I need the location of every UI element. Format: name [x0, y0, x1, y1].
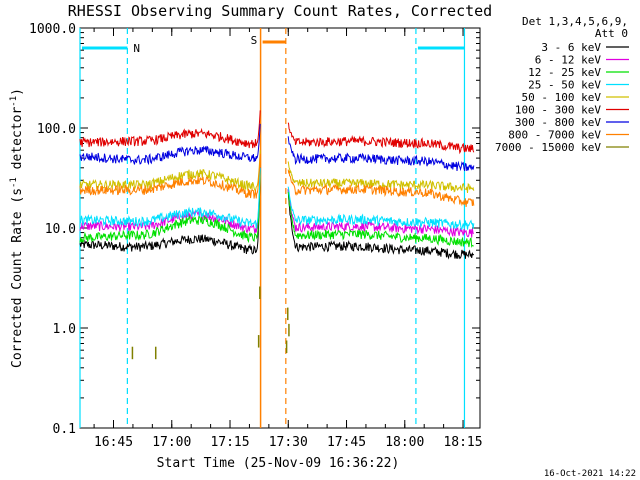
series-line-pre: [79, 167, 261, 229]
series-line-pre: [79, 167, 261, 255]
series-7: [79, 153, 475, 207]
x-tick-label: 18:15: [443, 435, 482, 450]
y-axis-label: Corrected Count Rate (s-1 detector-1): [9, 88, 25, 368]
legend-label: 25 - 50 keV: [528, 79, 601, 92]
legend-label: 7000 - 15000 keV: [495, 141, 601, 154]
series-line-post: [287, 186, 475, 231]
legend-label: 50 - 100 keV: [522, 91, 602, 104]
x-tick-label: 18:00: [385, 435, 424, 450]
series-line-pre: [79, 167, 261, 234]
series-4: [79, 150, 475, 194]
night-flag-label: N: [133, 42, 140, 55]
x-axis-label: Start Time (25-Nov-09 16:36:22): [157, 456, 400, 471]
series-line-post: [287, 161, 475, 194]
series-8: [131, 286, 290, 360]
series-line-post: [287, 122, 475, 155]
series-line-pre: [79, 123, 261, 166]
x-tick-label: 17:45: [327, 435, 366, 450]
legend-label: 800 - 7000 keV: [508, 129, 601, 142]
y-tick-label: 1.0: [53, 322, 76, 337]
series-0: [79, 167, 475, 260]
series-1: [79, 167, 475, 238]
series-3: [79, 167, 475, 231]
y-tick-label: 1000.0: [29, 22, 76, 37]
legend-header: Att 0: [595, 27, 628, 40]
x-tick-label: 17:30: [269, 435, 308, 450]
legend-label: 100 - 300 keV: [515, 104, 601, 117]
legend-label: 12 - 25 keV: [528, 66, 601, 79]
series-line-post: [287, 191, 474, 248]
series-6: [79, 123, 475, 172]
x-tick-label: 17:15: [210, 435, 249, 450]
series-line-pre: [79, 110, 261, 149]
series-line-post: [287, 188, 475, 238]
series-line-pre: [79, 153, 261, 199]
y-tick-label: 100.0: [37, 122, 76, 137]
x-tick-label: 17:00: [152, 435, 191, 450]
series-line-post: [287, 136, 475, 172]
y-tick-label: 0.1: [53, 422, 76, 437]
series-line-post: [287, 169, 475, 207]
x-tick-label: 16:45: [94, 435, 133, 450]
series-line-post: [287, 189, 475, 260]
series-line-pre: [79, 169, 261, 244]
legend-label: 6 - 12 keV: [535, 54, 602, 67]
legend-label: 300 - 800 keV: [515, 116, 601, 129]
legend-label: 3 - 6 keV: [541, 41, 601, 54]
legend-header: Det 1,3,4,5,6,9,: [522, 15, 628, 28]
chart-title: RHESSI Observing Summary Count Rates, Co…: [68, 2, 492, 20]
series-2: [79, 169, 474, 248]
y-tick-label: 10.0: [45, 222, 76, 237]
series-5: [79, 110, 475, 155]
saa-flag-label: S: [251, 34, 258, 47]
footer-date: 16-Oct-2021 14:22: [544, 469, 636, 479]
series-line-pre: [79, 150, 261, 192]
